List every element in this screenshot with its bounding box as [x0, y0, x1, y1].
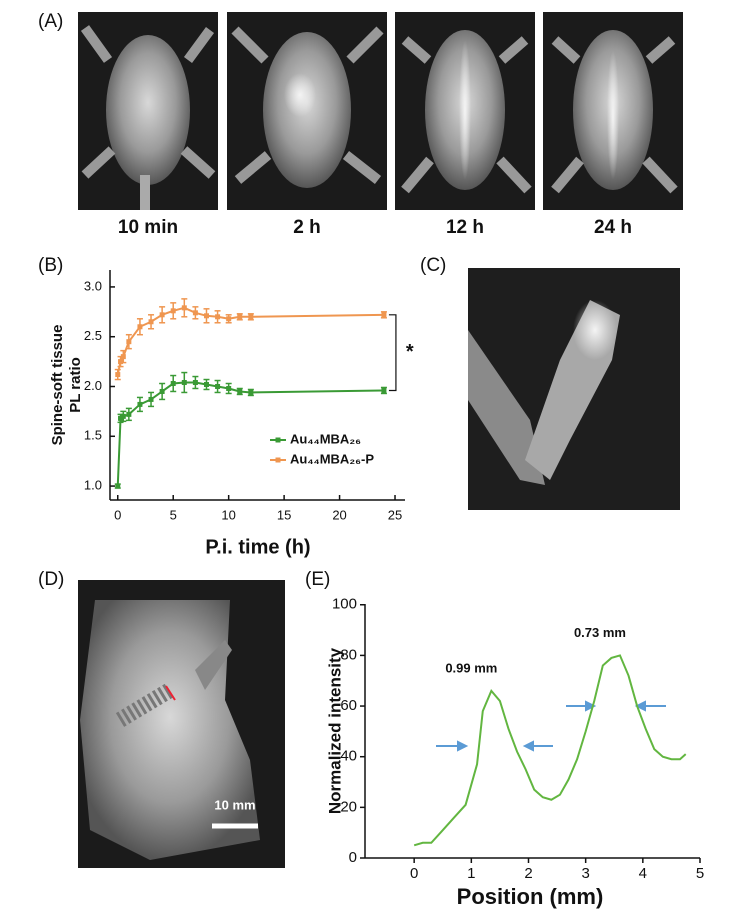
photo: [395, 12, 535, 210]
y-tick-label: 3.0: [84, 278, 102, 293]
marker: [159, 388, 165, 394]
y-tick-label: 100: [332, 596, 357, 613]
annotation: 0.73 mm: [574, 625, 626, 640]
panel-label: (B): [38, 255, 63, 276]
marker: [203, 382, 209, 388]
photo: [78, 580, 285, 868]
y-tick-label: 2.0: [84, 378, 102, 393]
marker: [181, 380, 187, 386]
x-tick-label: 5: [696, 865, 704, 882]
y-tick-label: 1.5: [84, 428, 102, 443]
marker: [248, 389, 254, 395]
panel-label: (A): [38, 11, 63, 32]
panel-label: (D): [38, 569, 64, 590]
caption: 2 h: [293, 217, 320, 238]
y-tick-label: 2.5: [84, 328, 102, 343]
marker: [118, 359, 124, 365]
marker: [159, 312, 165, 318]
marker: [137, 324, 143, 330]
x-tick-label: 4: [639, 865, 647, 882]
marker: [226, 316, 232, 322]
marker: [120, 413, 126, 419]
y-axis-title: Normalized intensity: [325, 647, 344, 814]
x-tick-label: 0: [114, 507, 121, 522]
y-tick-label: 40: [340, 748, 357, 765]
x-tick-label: 15: [277, 507, 291, 522]
photo: [468, 268, 680, 510]
marker: [148, 319, 154, 325]
marker: [215, 314, 221, 320]
y-tick-label: 1.0: [84, 477, 102, 492]
x-axis-title: P.i. time (h): [205, 536, 310, 558]
y-axis-title: Spine-soft tissue: [49, 325, 66, 446]
marker: [120, 354, 126, 360]
marker: [248, 314, 254, 320]
marker: [115, 483, 121, 489]
photo-row: [78, 12, 683, 210]
x-tick-label: 2: [524, 865, 532, 882]
y-tick-label: 80: [340, 646, 357, 663]
photo: [78, 12, 218, 210]
marker: [148, 396, 154, 402]
marker: [226, 385, 232, 391]
x-tick-label: 5: [170, 507, 177, 522]
marker: [137, 401, 143, 407]
legend-swatch: [275, 437, 281, 443]
y-axis-title: PL ratio: [67, 357, 84, 413]
marker: [237, 314, 243, 320]
legend-label: Au₄₄MBA₂₆: [290, 431, 361, 446]
marker: [170, 381, 176, 387]
y-tick-label: 20: [340, 798, 357, 815]
x-tick-label: 10: [221, 507, 235, 522]
marker: [126, 411, 132, 417]
y-tick-label: 60: [340, 697, 357, 714]
marker: [237, 388, 243, 394]
x-tick-label: 3: [581, 865, 589, 882]
annotation: 0.99 mm: [445, 660, 497, 675]
marker: [203, 313, 209, 319]
panel-label: (E): [305, 569, 330, 590]
arrows: [436, 700, 666, 752]
x-tick-label: 25: [388, 507, 402, 522]
photo: [543, 12, 683, 210]
marker: [192, 380, 198, 386]
marker: [381, 387, 387, 393]
y-tick-label: 0: [349, 849, 357, 866]
legend-label: Au₄₄MBA₂₆-P: [290, 451, 374, 466]
marker: [192, 310, 198, 316]
panel-label: (C): [420, 255, 446, 276]
line: [413, 654, 687, 847]
caption: 10 min: [118, 217, 178, 238]
x-tick-label: 1: [467, 865, 475, 882]
marker: [170, 308, 176, 314]
caption: 12 h: [446, 217, 484, 238]
caption: 24 h: [594, 217, 632, 238]
marker: [126, 339, 132, 345]
x-tick-label: 0: [410, 865, 418, 882]
legend-swatch: [275, 457, 281, 463]
x-axis-title: Position (mm): [457, 884, 604, 909]
marker: [381, 312, 387, 318]
x-tick-label: 20: [332, 507, 346, 522]
bracket: [388, 314, 397, 392]
marker: [181, 305, 187, 311]
marker: [118, 415, 124, 421]
line: [116, 381, 384, 487]
marker: [115, 372, 121, 378]
marker: [215, 383, 221, 389]
scale-bar-label: 10 mm: [214, 797, 255, 812]
annotation: *: [406, 341, 414, 363]
photo: [227, 12, 387, 210]
